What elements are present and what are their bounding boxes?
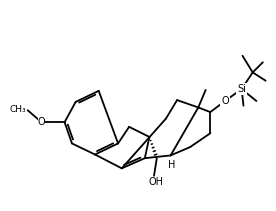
Text: Si: Si [237, 84, 246, 94]
Text: OH: OH [148, 177, 163, 187]
Text: CH₃: CH₃ [10, 104, 26, 114]
Text: O: O [221, 96, 229, 106]
Text: H: H [168, 160, 176, 170]
Text: O: O [38, 117, 45, 127]
